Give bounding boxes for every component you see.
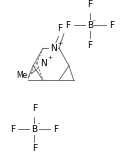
Text: +: + [57, 41, 62, 46]
Text: F: F [66, 21, 71, 30]
Text: N: N [40, 59, 47, 68]
Text: N: N [50, 44, 57, 53]
Text: F: F [57, 24, 62, 33]
Text: F: F [32, 144, 37, 153]
Text: F: F [10, 125, 15, 134]
Text: F: F [87, 41, 92, 50]
Text: Me: Me [16, 71, 28, 80]
Text: -·: -· [93, 18, 97, 23]
Text: B: B [87, 21, 93, 30]
Text: +: + [47, 55, 53, 60]
Text: F: F [87, 0, 92, 9]
Text: -·: -· [38, 122, 41, 127]
Text: F: F [109, 21, 114, 30]
Text: F: F [54, 125, 59, 134]
Text: F: F [32, 104, 37, 113]
Text: B: B [31, 125, 38, 134]
